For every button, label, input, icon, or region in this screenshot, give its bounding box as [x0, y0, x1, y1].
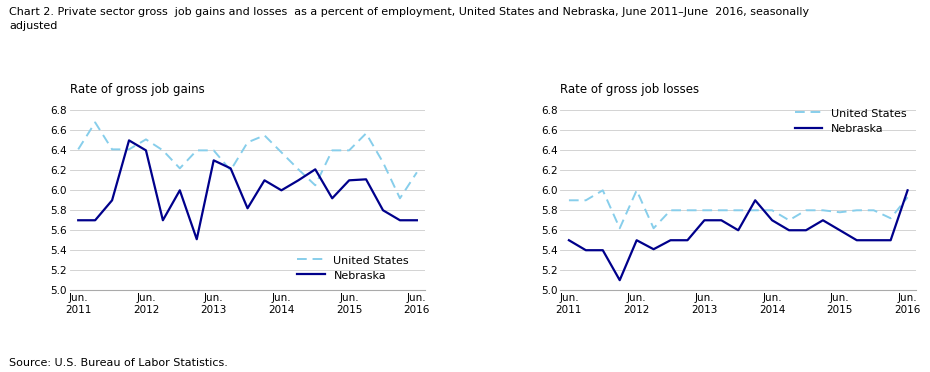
Legend: United States, Nebraska: United States, Nebraska [297, 255, 409, 281]
Text: Rate of gross job gains: Rate of gross job gains [70, 83, 205, 96]
Text: Source: U.S. Bureau of Labor Statistics.: Source: U.S. Bureau of Labor Statistics. [9, 358, 228, 368]
Text: Rate of gross job losses: Rate of gross job losses [561, 83, 699, 96]
Legend: United States, Nebraska: United States, Nebraska [794, 108, 907, 134]
Text: Chart 2. Private sector gross  job gains and losses  as a percent of employment,: Chart 2. Private sector gross job gains … [9, 7, 809, 31]
